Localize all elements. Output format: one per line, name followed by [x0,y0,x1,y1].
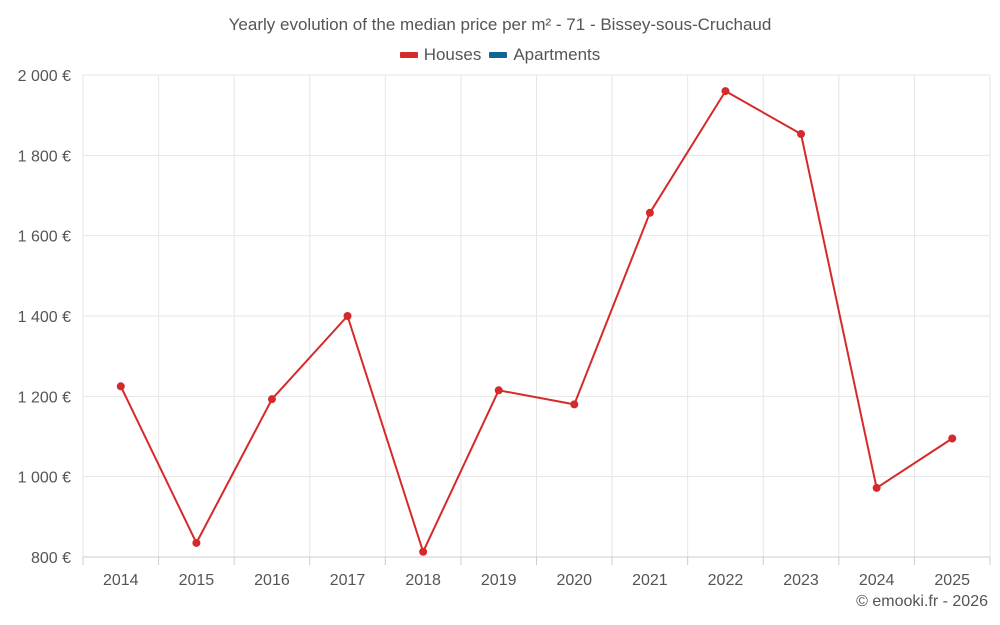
data-point-houses [570,400,579,409]
y-tick-label: 1 200 € [18,389,71,406]
y-tick-label: 1 000 € [18,470,71,487]
legend-item-houses[interactable]: Houses [399,45,482,65]
data-point-houses [267,395,276,404]
data-point-houses [797,130,806,139]
data-point-houses [948,434,957,443]
x-tick-label: 2016 [254,572,290,589]
data-point-houses [116,382,125,391]
x-tick-label: 2024 [859,572,895,589]
credit-text: © emooki.fr - 2026 [856,593,988,610]
data-point-houses [872,483,881,492]
x-tick-label: 2021 [632,572,668,589]
legend-label-apartments: Apartments [513,45,601,64]
y-tick-label: 2 000 € [18,68,71,85]
data-point-houses [343,312,352,320]
legend-label-houses: Houses [423,45,482,64]
x-tick-label: 2018 [405,572,441,589]
apartments-swatch [489,52,508,58]
y-tick-label: 1 400 € [18,309,71,326]
x-tick-label: 2017 [330,572,366,589]
x-tick-label: 2019 [481,572,517,589]
y-tick-label: 1 800 € [18,148,71,165]
data-point-houses [419,547,428,556]
x-tick-label: 2015 [179,572,215,589]
data-point-houses [721,87,730,96]
data-point-houses [192,538,201,547]
x-tick-label: 2023 [783,572,819,589]
legend-item-apartments[interactable]: Apartments [489,45,600,65]
data-point-houses [494,386,503,395]
chart-title: Yearly evolution of the median price per… [228,15,772,34]
x-tick-label: 2022 [708,572,744,589]
y-tick-label: 800 € [31,550,71,567]
x-tick-label: 2020 [556,572,592,589]
x-tick-label: 2025 [934,572,970,589]
data-point-houses [645,208,654,217]
legend: Houses Apartments [0,45,1000,65]
x-tick-label: 2014 [103,572,139,589]
y-tick-label: 1 600 € [18,229,71,246]
series-line-houses [119,90,953,553]
houses-swatch [399,52,418,58]
